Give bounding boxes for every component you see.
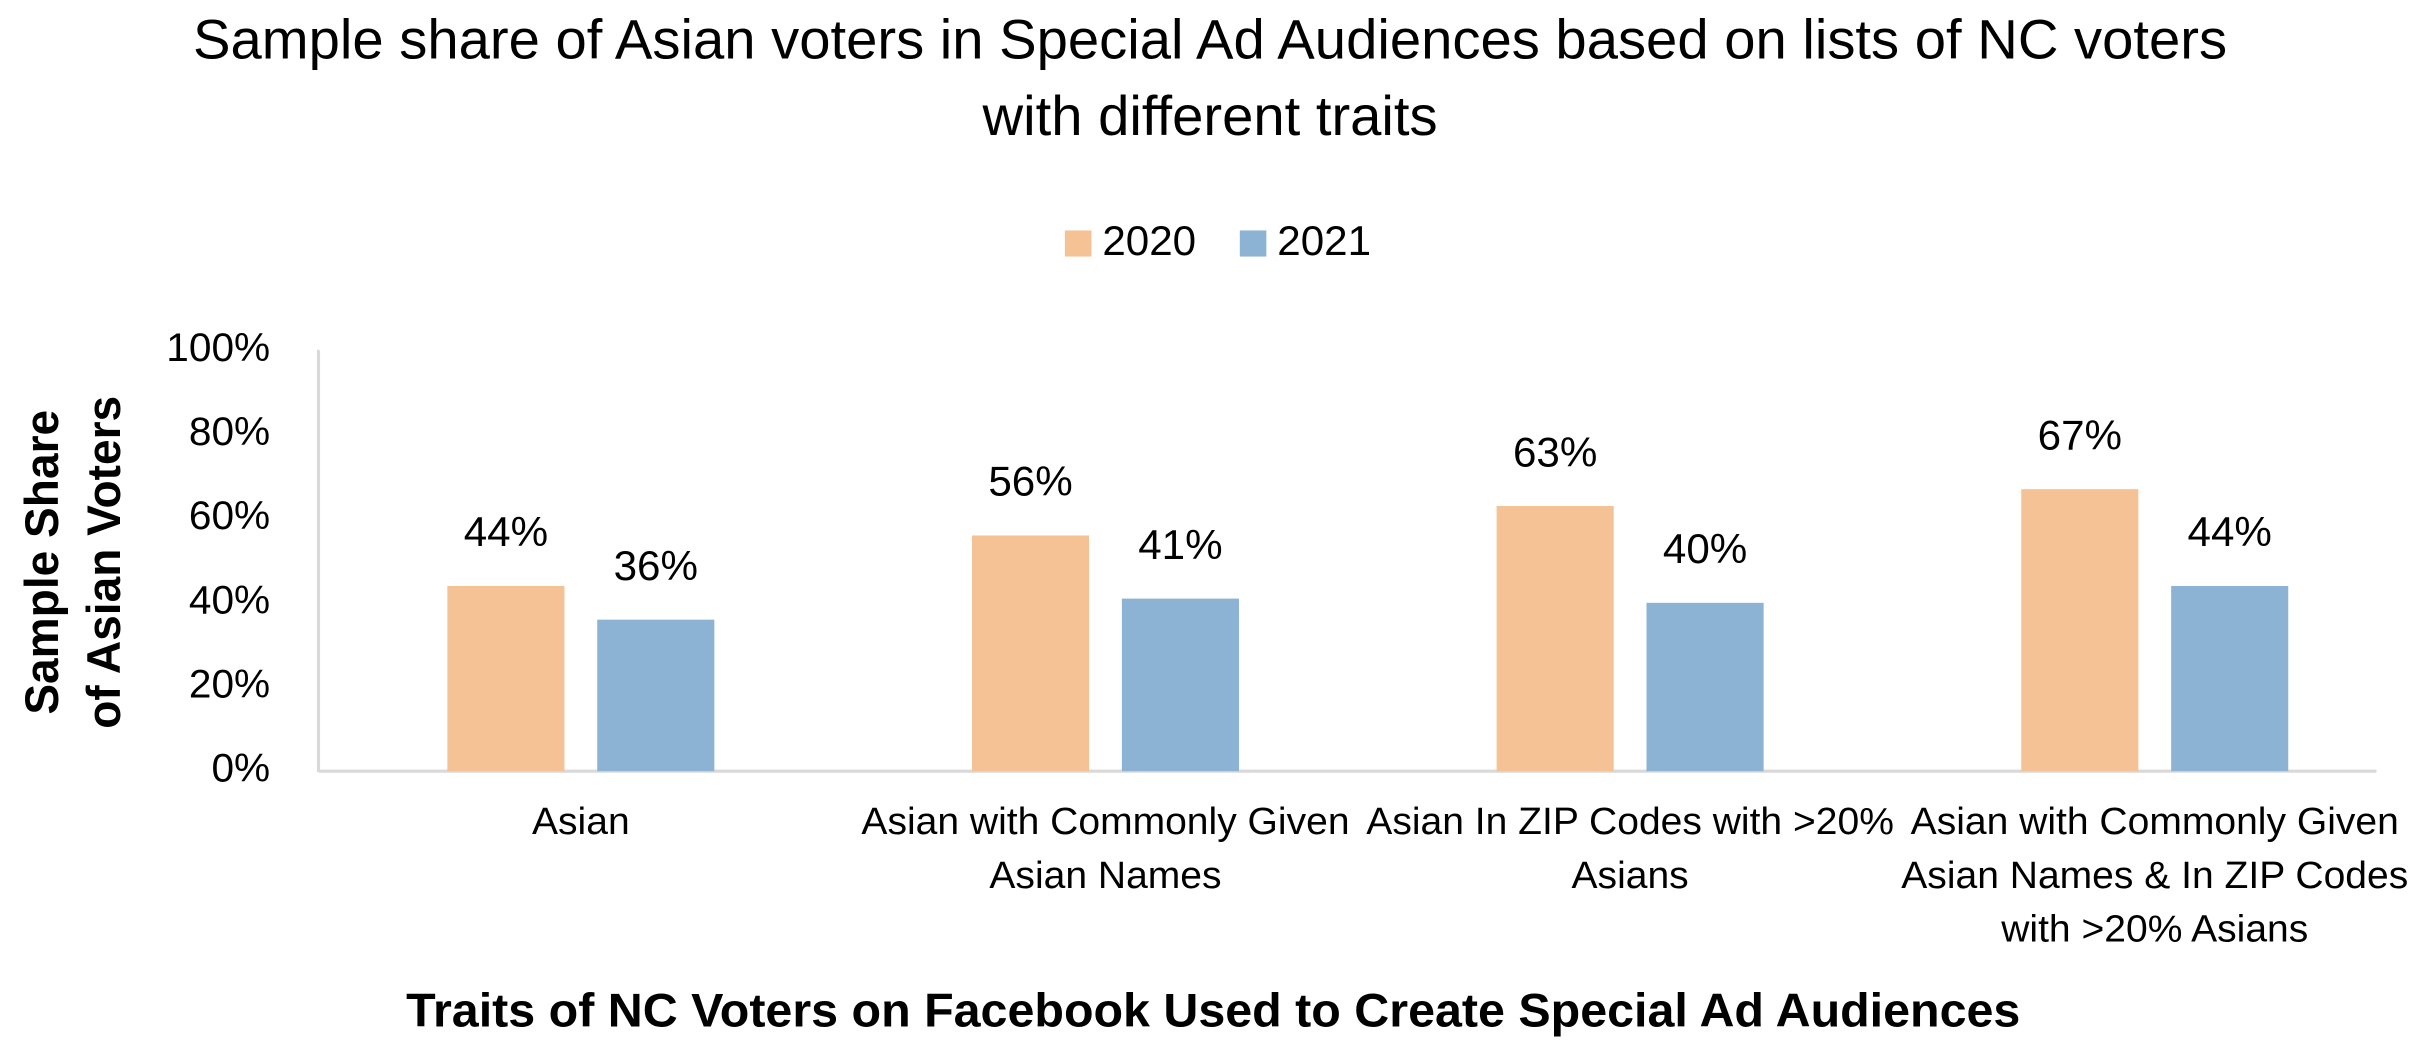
legend: 2020 2021 (1064, 218, 1371, 265)
x-tick-box: Asian with Commonly Given Asian Names & … (1901, 800, 2409, 951)
y-title-box: Sample Share of Asian Voters (17, 395, 132, 729)
bar (2171, 585, 2289, 772)
x-tick-label: Asian In ZIP Codes with >20% Asians (1366, 800, 1894, 898)
x-tick-box: Asian In ZIP Codes with >20% Asians (1366, 800, 1894, 898)
x-tick-label: Asian (532, 800, 630, 844)
bar (1121, 598, 1239, 772)
value-label: 44% (2188, 509, 2272, 556)
value-label: 41% (1138, 521, 1222, 568)
value-label: 63% (1513, 429, 1597, 476)
legend-label: 2020 (1102, 218, 1196, 265)
x-tick-label: Asian with Commonly Given Asian Names & … (1901, 800, 2409, 951)
value-label: 67% (2038, 412, 2122, 459)
x-tick-label: Asian with Commonly Given Asian Names (861, 800, 1350, 898)
y-tick-label: 40% (189, 578, 270, 623)
bar (597, 619, 715, 772)
value-label: 56% (988, 458, 1072, 505)
bar (1646, 602, 1764, 772)
x-tick-box: Asian (532, 800, 630, 844)
x-tick-box: Asian with Commonly Given Asian Names (861, 800, 1350, 898)
y-tick-label: 60% (189, 493, 270, 538)
chart-title: Sample share of Asian voters in Special … (193, 7, 2228, 148)
value-label: 36% (614, 542, 698, 589)
y-tick-label: 20% (189, 662, 270, 707)
bar (1496, 506, 1614, 772)
bar (971, 535, 1090, 772)
y-tick-label: 100% (166, 325, 270, 370)
value-label: 44% (464, 509, 548, 556)
y-tick-label: 80% (189, 409, 270, 454)
legend-swatch (1239, 230, 1267, 257)
legend-swatch (1064, 230, 1092, 257)
bar (2021, 489, 2139, 772)
bar (447, 585, 565, 772)
y-axis-title: Sample Share of Asian Voters (17, 395, 132, 729)
legend-label: 2021 (1277, 218, 1371, 265)
x-axis-title: Traits of NC Voters on Facebook Used to … (406, 985, 2020, 1038)
value-label: 40% (1663, 525, 1747, 572)
title-box: Sample share of Asian voters in Special … (193, 7, 2228, 148)
y-tick-label: 0% (211, 746, 270, 791)
